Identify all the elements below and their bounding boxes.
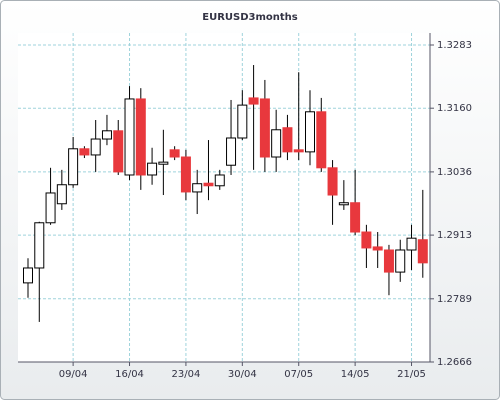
y-tick-label: 1.3036	[437, 167, 472, 178]
candle-body	[56, 184, 67, 205]
candle-body	[417, 239, 428, 264]
y-tick-label: 1.2666	[437, 357, 472, 368]
candle-body	[101, 130, 112, 140]
candle-body	[361, 231, 372, 249]
candle-body	[113, 130, 124, 173]
candle-body	[271, 129, 282, 158]
chart-title: EURUSD3months	[202, 12, 298, 23]
candle-body	[79, 148, 90, 156]
y-tick-label: 1.2913	[437, 230, 472, 241]
x-tick-label: 09/04	[59, 369, 88, 380]
candle-body	[282, 127, 293, 153]
x-tick-label: 07/05	[284, 369, 313, 380]
x-tick-label: 21/05	[397, 369, 426, 380]
candle-body	[169, 149, 180, 158]
candle-body	[214, 174, 225, 187]
candle-body	[147, 162, 158, 176]
x-tick-label: 14/05	[341, 369, 370, 380]
candle-body	[338, 202, 349, 206]
candle-body	[158, 161, 169, 165]
candle-body	[237, 104, 248, 139]
candle-body	[248, 97, 259, 105]
x-tick-label: 16/04	[115, 369, 144, 380]
candle-body	[90, 138, 101, 156]
candle-body	[23, 267, 33, 284]
candle-body	[316, 111, 327, 169]
candle-body	[406, 237, 417, 251]
candle-body	[124, 98, 135, 176]
y-tick-label: 1.3283	[437, 40, 472, 51]
candle-body	[327, 167, 338, 196]
candle-body	[34, 222, 45, 269]
candle-body	[293, 149, 304, 153]
candle-body	[372, 246, 383, 251]
x-tick-label: 30/04	[228, 369, 257, 380]
candle-body	[259, 98, 270, 158]
plot-area	[18, 33, 430, 362]
y-tick-label: 1.2789	[437, 294, 472, 305]
candle-body	[226, 137, 237, 166]
candle-body	[383, 249, 394, 273]
candle-body	[192, 183, 203, 193]
candle-body	[203, 182, 214, 187]
candle-body	[45, 192, 56, 224]
candle-body	[68, 148, 79, 186]
x-tick-label: 23/04	[172, 369, 201, 380]
candle-body	[395, 249, 406, 273]
candle-body	[135, 98, 146, 176]
candle-body	[305, 111, 315, 153]
candle-body	[350, 202, 361, 233]
candle-body	[180, 156, 191, 193]
y-tick-label: 1.3160	[437, 103, 472, 114]
